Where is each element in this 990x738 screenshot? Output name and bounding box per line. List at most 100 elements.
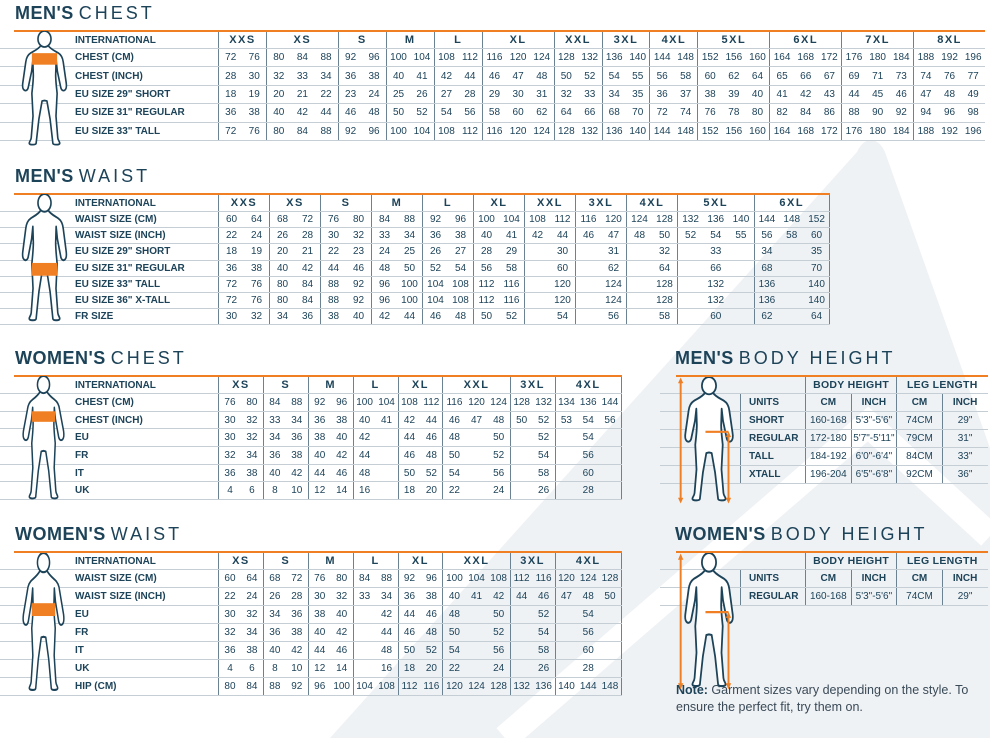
- size-value: 23: [345, 88, 357, 100]
- row-label: EU SIZE 29" SHORT: [75, 246, 171, 258]
- size-value: 38: [704, 88, 716, 100]
- size-value: 32: [352, 230, 365, 242]
- size-value: 44: [327, 262, 340, 274]
- height-table-row: REGULAR 172-180 5'7"-5'11" 79CM 31": [660, 430, 988, 448]
- size-value: 33: [269, 414, 281, 426]
- size-value: 188: [917, 125, 935, 137]
- size-value-group: 92 96: [337, 49, 386, 67]
- size-value: 108: [529, 214, 546, 226]
- size-value: 140: [558, 681, 575, 692]
- size-value-group: 12 14: [307, 660, 353, 677]
- size-value: 40: [392, 70, 405, 82]
- size-value: 31: [607, 246, 620, 258]
- size-value-group: 50 52: [442, 447, 509, 464]
- size-value-group: 58 60 62: [481, 104, 554, 122]
- table-row: WAIST SIZE (CM) 60 64 68 72 76 80 84 88 92 96 100 10…: [0, 212, 830, 229]
- size-value-group: 132: [677, 292, 754, 309]
- size-value: 55: [632, 70, 644, 82]
- height-col-group: BODY HEIGHT: [805, 553, 896, 569]
- size-value-group: 72 74: [649, 104, 697, 122]
- size-value: 64: [250, 214, 263, 226]
- size-value-group: 44 46: [397, 606, 443, 623]
- size-value-group: 8 10: [262, 482, 308, 500]
- size-value: 104: [378, 396, 395, 408]
- size-value: 70: [811, 262, 823, 274]
- page-title-womens-chest: WOMEN'S CHEST: [0, 348, 622, 375]
- size-value: 100: [390, 52, 407, 64]
- size-value: 66: [584, 107, 596, 119]
- size-group-header: 7XL: [841, 32, 913, 48]
- page-title-mens-body-height: MEN'S BODY HEIGHT: [660, 348, 988, 375]
- size-value: 80: [273, 125, 285, 137]
- size-value: 40: [352, 311, 365, 323]
- size-value-group: 27 28: [433, 85, 482, 104]
- size-value: 164: [773, 125, 791, 137]
- size-value: 132: [707, 278, 725, 290]
- size-value: 124: [533, 125, 551, 137]
- size-value: 96: [943, 107, 956, 119]
- size-value: 52: [416, 107, 428, 119]
- orange-divider: [676, 551, 988, 553]
- size-value: 56: [493, 645, 505, 656]
- size-value: 44: [403, 311, 416, 323]
- size-value-group: 128 132: [509, 394, 555, 411]
- size-value: 94: [920, 107, 932, 119]
- size-value: 144: [758, 214, 776, 226]
- size-value-group: 152 156 160: [697, 122, 769, 140]
- size-value: 84: [296, 52, 308, 64]
- size-value: 88: [320, 125, 332, 137]
- size-value-group: 132 136: [509, 678, 555, 695]
- size-value: 48: [368, 107, 380, 119]
- size-value: 48: [359, 467, 371, 479]
- size-value: 128: [557, 52, 575, 64]
- row-label: CHEST (CM): [75, 396, 134, 408]
- size-value: 88: [327, 295, 340, 307]
- size-value: 52: [685, 230, 697, 242]
- size-value: 50: [448, 627, 460, 638]
- size-value-group: 48 50: [442, 429, 509, 447]
- size-value: 80: [246, 396, 258, 408]
- size-value-group: 36 38: [307, 411, 353, 429]
- size-value: 34: [380, 591, 393, 602]
- size-value-group: 46 48: [397, 624, 443, 641]
- table-row: IT 36 38 40 42 44 46 48 50 52 54 56 58 60: [0, 642, 622, 660]
- size-value: 72: [291, 573, 303, 584]
- size-value: 100: [478, 214, 495, 226]
- size-value: 100: [401, 278, 418, 290]
- height-value: 160-168: [805, 412, 851, 429]
- size-value-group: 28 29: [473, 244, 524, 260]
- measured-male-figure-icon: [678, 553, 734, 690]
- size-group-header: S: [320, 195, 371, 211]
- size-value: 62: [728, 70, 740, 82]
- size-value: 196: [964, 52, 982, 64]
- size-value: 38: [250, 262, 263, 274]
- size-value: 20: [276, 246, 289, 258]
- size-value: 112: [401, 681, 418, 692]
- size-value-group: 104 108: [422, 276, 473, 292]
- size-value-group: 38 40: [320, 309, 371, 325]
- size-value: 144: [653, 125, 671, 137]
- units-label: UNITS: [740, 570, 805, 587]
- size-value: 10: [291, 663, 303, 674]
- size-value-group: 36 38: [397, 588, 443, 605]
- size-group-header: XL: [397, 553, 443, 569]
- size-value: 112: [513, 573, 530, 584]
- size-value-group: 30 32: [218, 411, 263, 429]
- size-value: 24: [493, 663, 505, 674]
- size-value-group: 72 76: [218, 49, 266, 67]
- size-group-header: S: [262, 377, 308, 393]
- size-value: 33: [359, 591, 371, 602]
- size-value-group: 120: [524, 292, 575, 309]
- size-value: 108: [490, 573, 507, 584]
- size-value-group: 22 24: [442, 482, 509, 500]
- table-row: EU SIZE 29" SHORT 18 19 20 21 22 23 24 25 26 27 28 2…: [0, 85, 985, 105]
- height-value: 31": [941, 430, 988, 447]
- size-value: 46: [345, 107, 357, 119]
- size-value: 88: [320, 52, 332, 64]
- size-value-group: 30 32: [307, 588, 353, 605]
- size-value-group: 108 112: [397, 394, 443, 411]
- size-value: 10: [291, 485, 303, 497]
- size-value: 58: [538, 645, 550, 656]
- size-value: 82: [776, 107, 788, 119]
